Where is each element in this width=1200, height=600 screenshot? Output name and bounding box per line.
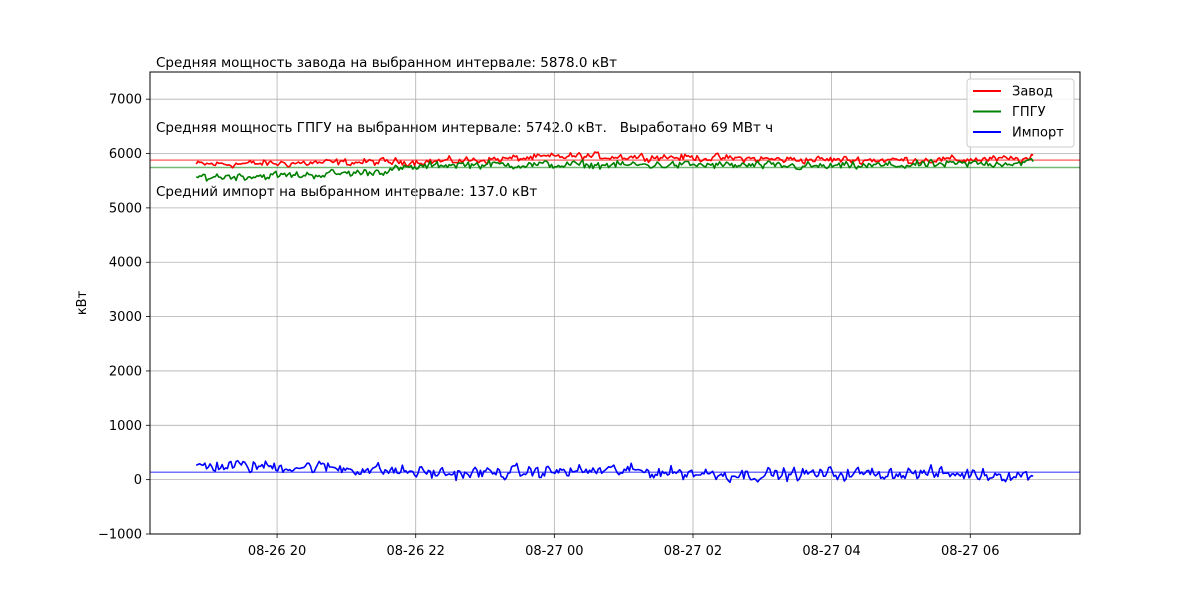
- series-line-Завод: [195, 151, 1034, 169]
- y-tick-label: −1000: [98, 528, 142, 543]
- title-line-gpgu: Средняя мощность ГПГУ на выбранном интер…: [156, 119, 774, 136]
- y-tick-label: 3000: [109, 310, 142, 325]
- y-tick-label: 0: [134, 473, 142, 488]
- x-tick-label: 08-26 20: [248, 544, 306, 559]
- y-tick-label: 4000: [109, 256, 142, 271]
- y-tick-label: 2000: [109, 364, 142, 379]
- x-tick-label: 08-26 22: [386, 544, 444, 559]
- x-tick-label: 08-27 06: [941, 544, 999, 559]
- y-tick-label: 1000: [109, 419, 142, 434]
- y-tick-label: 5000: [109, 201, 142, 216]
- series-lines: [195, 151, 1034, 484]
- series-line-Импорт: [195, 459, 1034, 484]
- x-tick-label: 08-27 04: [802, 544, 860, 559]
- y-axis-label: кВт: [75, 290, 90, 315]
- legend-box: [966, 78, 1075, 148]
- legend-label: Завод: [1012, 85, 1053, 100]
- legend-label: ГПГУ: [1012, 105, 1046, 120]
- title-line-plant: Средняя мощность завода на выбранном инт…: [156, 55, 618, 71]
- plot-frame: [149, 71, 1081, 535]
- legend-label: Импорт: [1012, 126, 1064, 141]
- y-tick-label: 6000: [109, 147, 142, 162]
- x-axis: 08-26 20 08-26 22 08-27 00 08-27 02 08-27 04…: [248, 534, 999, 559]
- legend: Завод ГПГУ Импорт: [966, 78, 1075, 148]
- x-tick-label: 08-27 02: [664, 544, 722, 559]
- chart-title: Средняя мощность завода на выбранном инт…: [156, 10, 773, 225]
- y-axis: −1000 0 1000 2000 3000 4000 5000 6000 7000: [98, 93, 150, 543]
- y-tick-label: 7000: [109, 93, 142, 108]
- grid: [150, 72, 1080, 535]
- title-line-import: Средний импорт на выбранном интервале: 1…: [156, 184, 538, 200]
- series-line-ГПГУ: [195, 158, 1034, 182]
- x-tick-label: 08-27 00: [525, 544, 583, 559]
